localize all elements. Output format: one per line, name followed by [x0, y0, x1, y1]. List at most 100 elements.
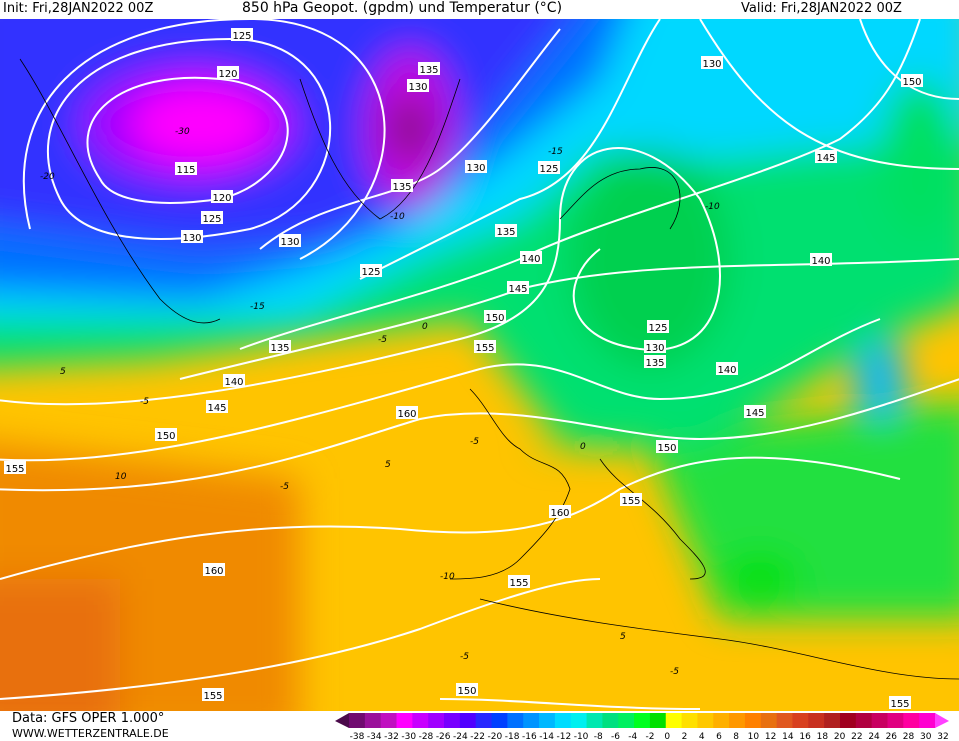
contour-label: 155 [202, 688, 224, 702]
contour-label: 150 [155, 428, 177, 442]
contour-labels: 125 120 115 120 125 130 130 125 135 130 125 130 150 1… [4, 28, 923, 710]
colorbar-swatch [539, 713, 556, 728]
contour-label: 135 [391, 179, 413, 193]
colorbar-swatch [364, 713, 382, 728]
svg-text:135: 135 [645, 358, 664, 369]
colorbar-swatch [760, 713, 778, 728]
chart-title: 850 hPa Geopot. (gpdm) und Temperatur (°… [242, 0, 563, 16]
contour-label: 125 [231, 28, 253, 42]
colorbar-tick-label: -32 [384, 732, 399, 741]
colorbar-tick-label: 18 [817, 732, 829, 741]
svg-text:125: 125 [648, 323, 667, 334]
contour-label: 125 [360, 264, 382, 278]
colorbar-swatch [855, 713, 873, 728]
contour-label: 150 [901, 74, 923, 88]
contour-label: 130 [181, 230, 203, 244]
colorbar-arrow-left [335, 713, 349, 728]
svg-text:155: 155 [890, 699, 909, 710]
contour-label: 135 [644, 355, 666, 369]
contour-label: 145 [744, 405, 766, 419]
colorbar-swatch [634, 713, 651, 728]
colorbar-tick-label: 0 [664, 732, 670, 741]
colorbar-tick-label: 24 [868, 732, 880, 741]
svg-text:130: 130 [408, 82, 427, 93]
contour-label: 120 [211, 190, 233, 204]
colorbar-tick-label: -24 [453, 732, 468, 741]
svg-text:125: 125 [232, 31, 251, 42]
colorbar-tick-label: -12 [556, 732, 571, 741]
valid-time: Valid: Fri,28JAN2022 00Z [741, 1, 902, 16]
temperature-label: -15 [250, 302, 265, 312]
contour-label: 130 [465, 160, 487, 174]
contour-label: 130 [644, 340, 666, 354]
contour-label: 125 [538, 161, 560, 175]
temperature-label: 10 [115, 472, 127, 482]
init-time: Init: Fri,28JAN2022 00Z [3, 1, 154, 16]
temperature-label: -10 [390, 212, 405, 222]
svg-text:115: 115 [176, 165, 195, 176]
contour-label: 145 [206, 400, 228, 414]
svg-text:130: 130 [702, 59, 721, 70]
colorbar-swatch [349, 713, 366, 728]
svg-text:150: 150 [657, 443, 676, 454]
svg-text:145: 145 [816, 153, 835, 164]
temperature-label: 0 [422, 322, 428, 332]
temperature-label: -5 [280, 482, 289, 492]
colorbar-swatch [871, 713, 888, 728]
contour-label: 155 [4, 461, 26, 475]
colorbar-tick-label: -20 [488, 732, 503, 741]
contour-label: 140 [223, 374, 245, 388]
temperature-label: -10 [705, 202, 720, 212]
contour-label: 150 [656, 440, 678, 454]
svg-text:125: 125 [202, 214, 221, 225]
colorbar-tick-label: -14 [539, 732, 554, 741]
temperature-label: -5 [460, 652, 469, 662]
svg-text:130: 130 [280, 237, 299, 248]
colorbar-swatch [491, 713, 508, 728]
colorbar-tick-label: -16 [522, 732, 537, 741]
temperature-label: -15 [548, 147, 563, 157]
contour-label: 120 [217, 66, 239, 80]
svg-text:150: 150 [457, 686, 476, 697]
colorbar-swatch [570, 713, 588, 728]
colorbar-tick-label: 26 [886, 732, 898, 741]
svg-text:160: 160 [550, 508, 569, 519]
temperature-field [0, 19, 959, 711]
temperature-labels: -15 -20 -30 -10 -15 -10 -5 0 -5 0 5 -5 10 -5 -10 5 -5 -5 5 [40, 127, 720, 677]
contour-label: 135 [495, 224, 517, 238]
svg-text:160: 160 [397, 409, 416, 420]
contour-label: 145 [815, 150, 837, 164]
colorbar-tick-label: 8 [733, 732, 739, 741]
temperature-geopotential-map[interactable]: 125 120 115 120 125 130 130 125 135 130 125 130 150 1… [0, 19, 959, 711]
svg-text:120: 120 [218, 69, 237, 80]
website-link[interactable]: WWW.WETTERZENTRALE.DE [12, 727, 169, 740]
contour-label: 160 [549, 505, 571, 519]
colorbar-tick-label: 22 [851, 732, 862, 741]
svg-text:140: 140 [521, 254, 540, 265]
svg-text:145: 145 [745, 408, 764, 419]
colorbar-tick-label: -38 [350, 732, 365, 741]
temperature-label: 0 [580, 442, 586, 452]
colorbar-swatch [523, 713, 540, 728]
temperature-label: -20 [40, 172, 55, 182]
colorbar-tick-label: -10 [574, 732, 589, 741]
contour-label: 150 [456, 683, 478, 697]
svg-text:135: 135 [392, 182, 411, 193]
colorbar-swatch [444, 713, 461, 728]
contour-label: 135 [418, 62, 440, 76]
contour-label: 160 [396, 406, 418, 420]
svg-text:155: 155 [203, 691, 222, 702]
contour-label: 125 [201, 211, 223, 225]
colorbar-swatch [808, 713, 825, 728]
colorbar-swatch [839, 713, 857, 728]
colorbar-swatch [729, 713, 746, 728]
colorbar-swatch [475, 713, 493, 728]
colorbar-tick-label: 10 [748, 732, 760, 741]
svg-text:130: 130 [645, 343, 664, 354]
svg-text:140: 140 [717, 365, 736, 376]
svg-text:155: 155 [621, 496, 640, 507]
coastlines [19, 58, 959, 680]
svg-text:135: 135 [270, 343, 289, 354]
colorbar-tick-label: -22 [470, 732, 485, 741]
